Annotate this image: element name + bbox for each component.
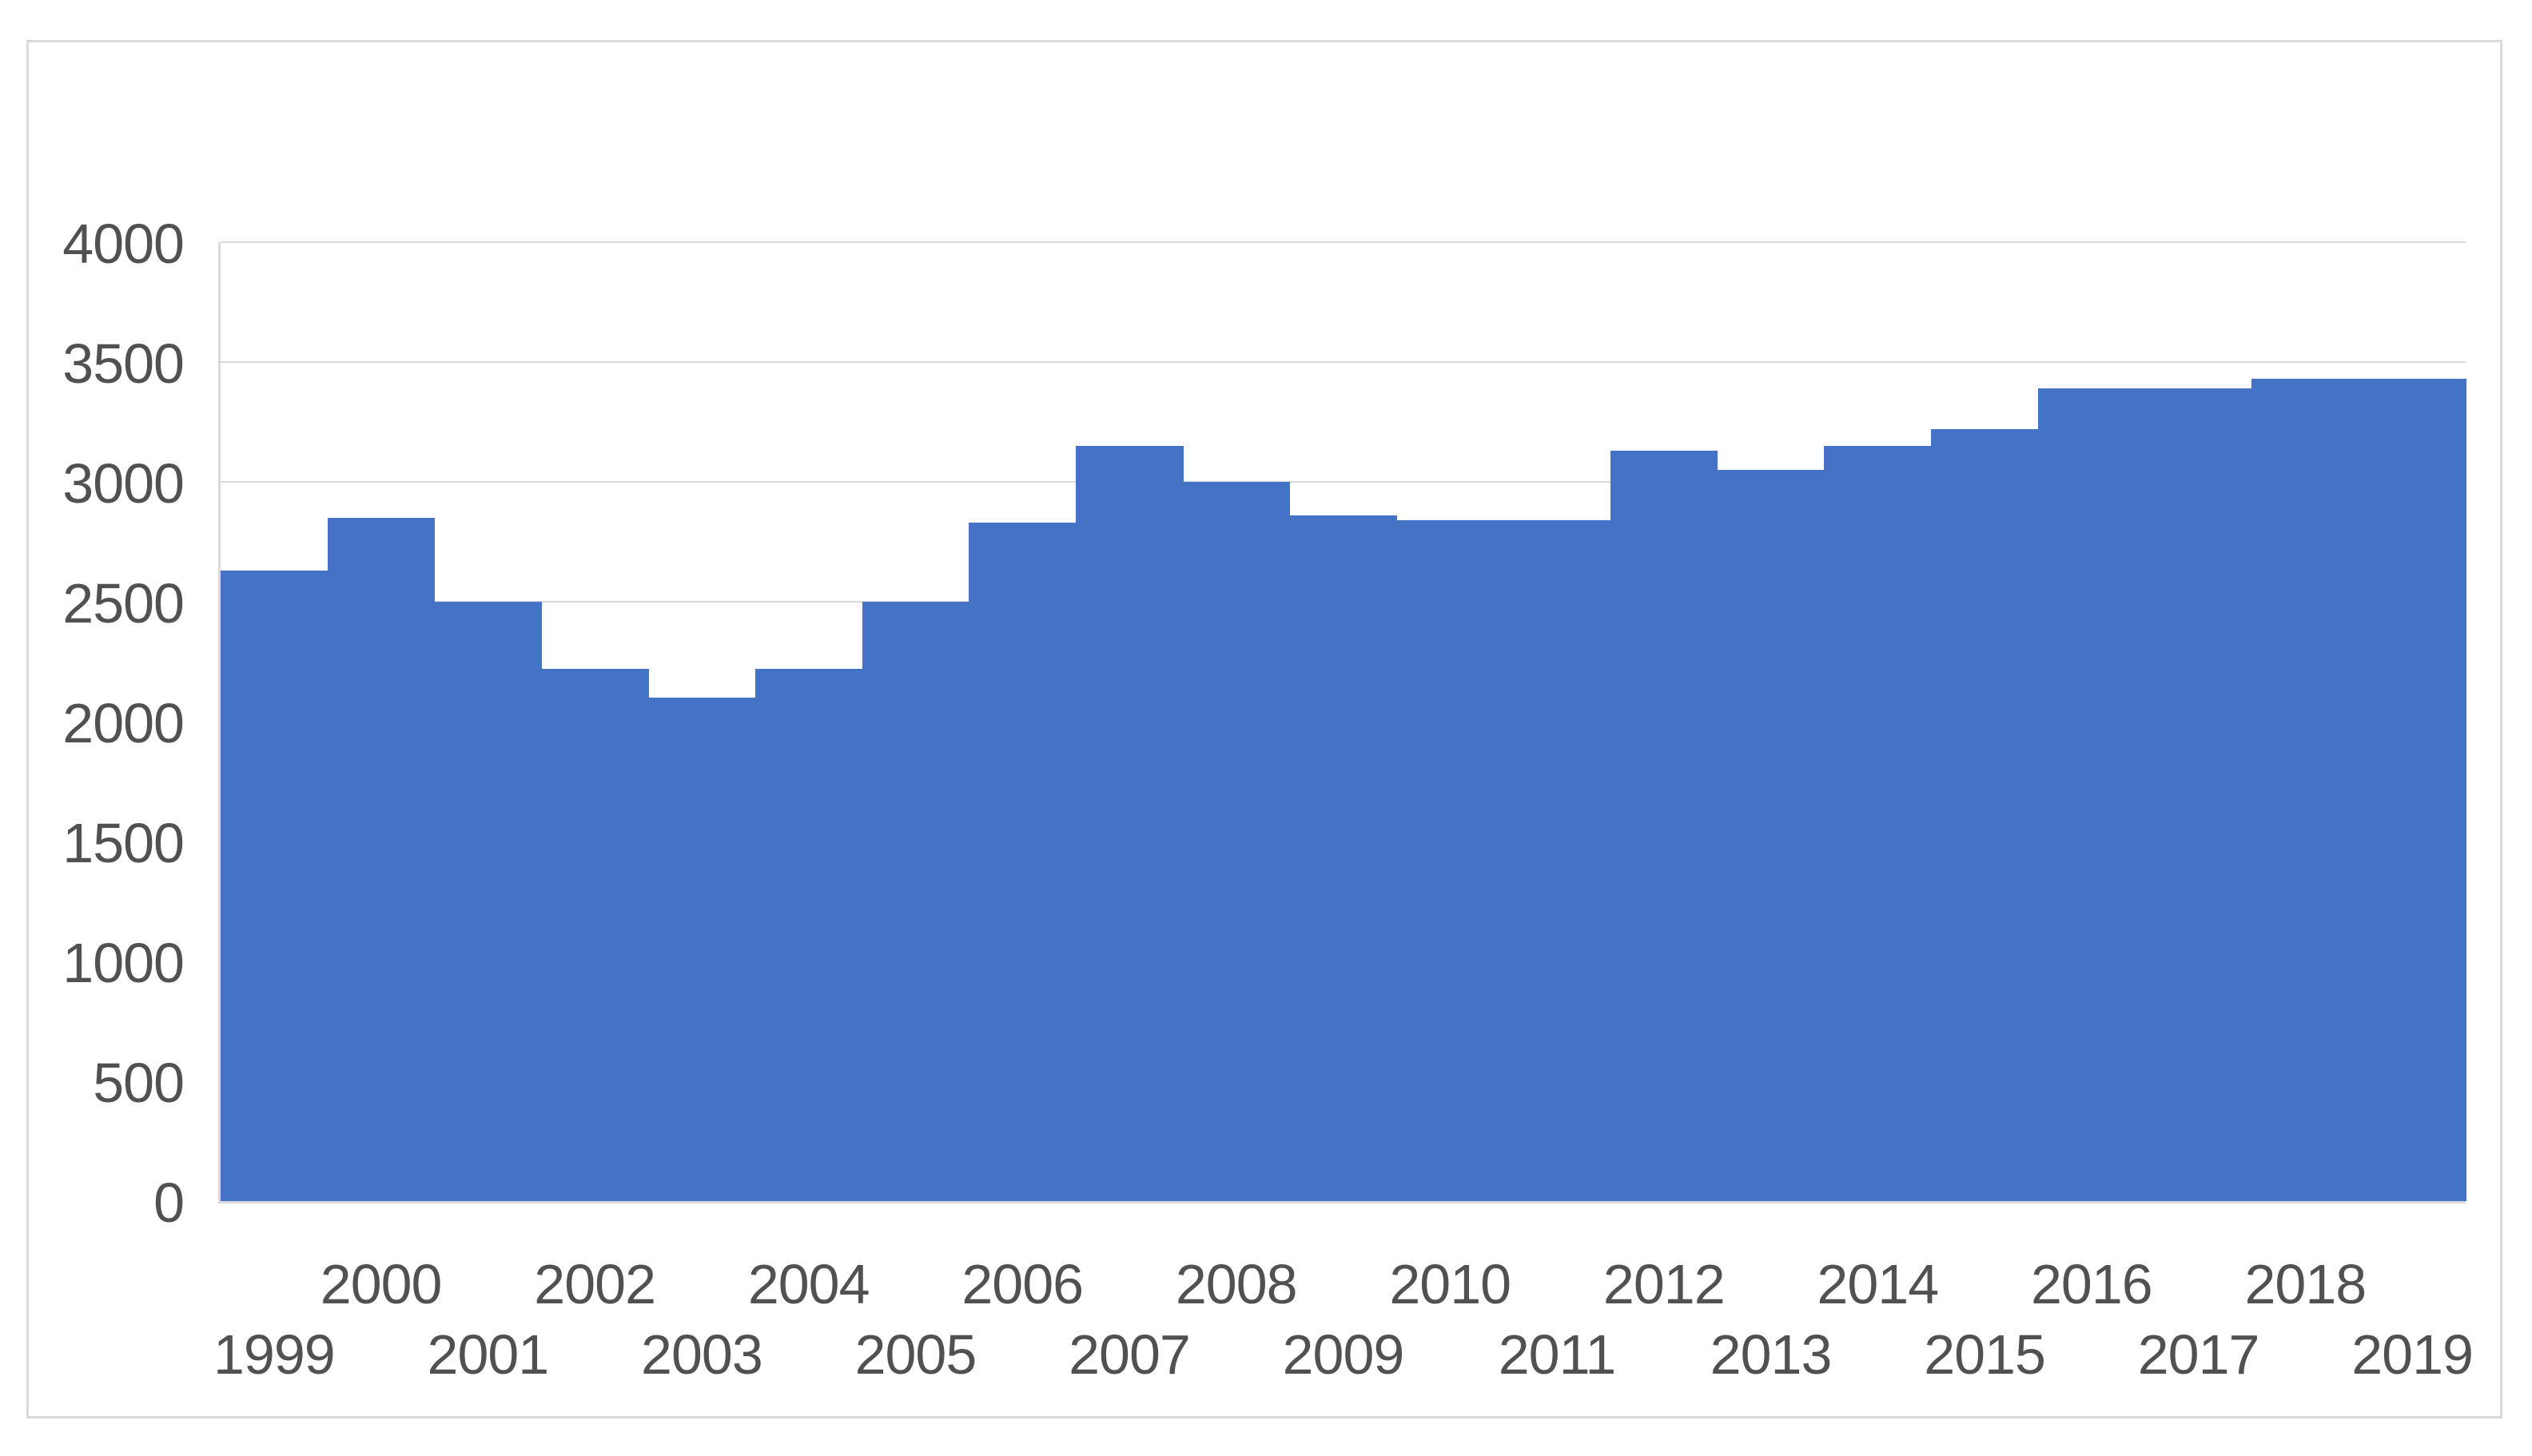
x-axis-baseline [221, 1201, 2466, 1203]
y-tick-label-1500: 1500 [62, 812, 185, 874]
x-tick-label-2013: 2013 [1710, 1323, 1833, 1386]
gridline-3000 [221, 481, 2466, 483]
y-tick-label-2000: 2000 [62, 692, 185, 754]
bar-2015 [1931, 429, 2039, 1201]
x-tick-label-2004: 2004 [747, 1253, 870, 1315]
bar-2012 [1610, 451, 1718, 1201]
bar-2019 [2359, 379, 2466, 1201]
bar-2018 [2251, 379, 2360, 1201]
bar-2008 [1182, 482, 1291, 1201]
gridline-4000 [221, 241, 2466, 243]
bar-2005 [862, 602, 970, 1201]
bar-2016 [2037, 388, 2146, 1201]
y-tick-label-2500: 2500 [62, 572, 185, 635]
x-tick-label-2016: 2016 [2030, 1253, 2153, 1315]
x-tick-label-1999: 1999 [213, 1323, 336, 1386]
bar-2007 [1076, 446, 1184, 1201]
y-tick-label-0: 0 [153, 1172, 185, 1234]
y-axis-line [218, 242, 221, 1203]
bar-2001 [434, 602, 543, 1201]
x-tick-label-2009: 2009 [1282, 1323, 1405, 1386]
y-tick-label-4000: 4000 [62, 213, 185, 275]
bar-2003 [648, 698, 756, 1201]
y-tick-label-3500: 3500 [62, 332, 185, 395]
x-tick-label-2000: 2000 [320, 1253, 443, 1315]
bar-1999 [221, 571, 328, 1201]
bar-2010 [1396, 520, 1504, 1201]
y-tick-label-500: 500 [93, 1052, 185, 1114]
bar-2009 [1289, 515, 1398, 1201]
x-tick-label-2017: 2017 [2137, 1323, 2260, 1386]
x-tick-label-2007: 2007 [1069, 1323, 1191, 1386]
x-tick-label-2014: 2014 [1817, 1253, 1939, 1315]
bar-2002 [541, 669, 649, 1201]
x-tick-label-2015: 2015 [1924, 1323, 2046, 1386]
x-tick-label-2003: 2003 [641, 1323, 763, 1386]
x-tick-label-2011: 2011 [1498, 1323, 1617, 1386]
bar-2017 [2144, 388, 2253, 1201]
bar-2011 [1503, 520, 1611, 1201]
y-tick-label-3000: 3000 [62, 452, 185, 515]
bar-2014 [1824, 446, 1932, 1201]
x-tick-label-2012: 2012 [1602, 1253, 1726, 1315]
bar-2004 [754, 669, 863, 1201]
x-tick-label-2001: 2001 [427, 1323, 550, 1386]
y-tick-label-1000: 1000 [62, 932, 185, 994]
bar-2006 [969, 523, 1077, 1201]
bar-2013 [1717, 470, 1825, 1201]
bar-2000 [327, 518, 436, 1201]
x-tick-label-2006: 2006 [961, 1253, 1084, 1315]
x-tick-label-2019: 2019 [2351, 1323, 2474, 1386]
x-tick-label-2005: 2005 [854, 1323, 977, 1386]
x-tick-label-2018: 2018 [2244, 1253, 2367, 1315]
x-tick-label-2008: 2008 [1175, 1253, 1298, 1315]
x-tick-label-2002: 2002 [534, 1253, 656, 1315]
plot-area [221, 241, 2466, 1201]
gridline-3500 [221, 361, 2466, 363]
x-tick-label-2010: 2010 [1389, 1253, 1511, 1315]
